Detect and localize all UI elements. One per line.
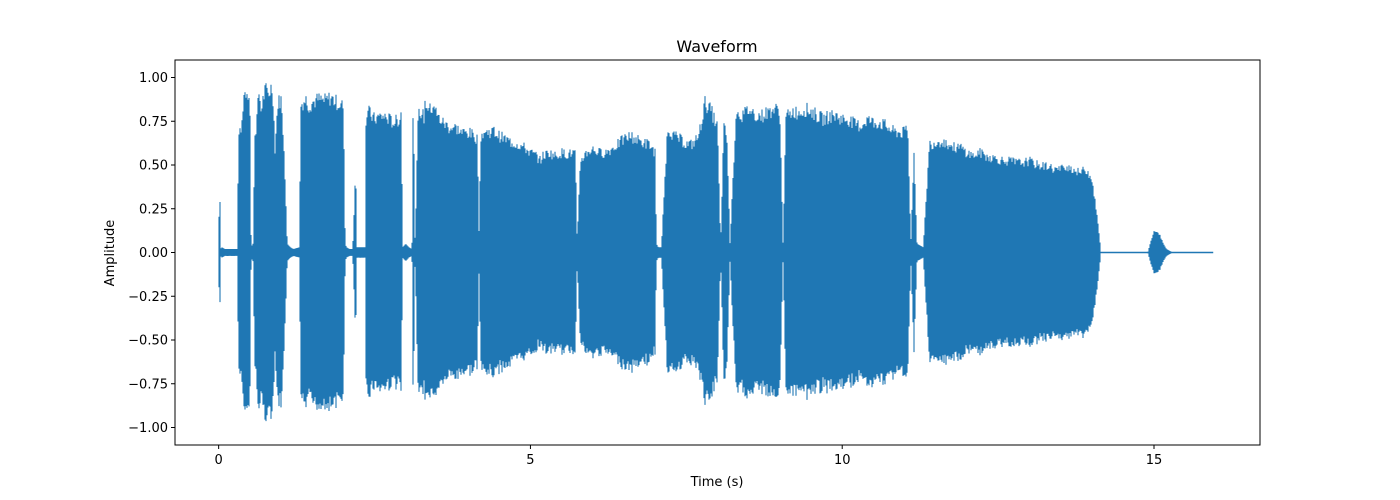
- chart-title: Waveform: [676, 37, 757, 56]
- x-tick-label: 0: [215, 453, 223, 468]
- x-axis-ticks: 0 5 10 15: [215, 445, 1163, 468]
- y-tick-label: −0.50: [128, 334, 168, 349]
- y-tick-label: 0.00: [139, 246, 168, 261]
- x-tick-label: 15: [1146, 453, 1163, 468]
- y-tick-label: 0.25: [139, 202, 168, 217]
- waveform-series: [218, 83, 1173, 422]
- y-tick-label: 0.75: [139, 115, 168, 130]
- y-tick-label: 0.50: [139, 159, 168, 174]
- x-tick-label: 5: [526, 453, 534, 468]
- plot-area: [174, 59, 1261, 446]
- y-tick-label: −0.75: [128, 377, 168, 392]
- y-axis-ticks: 1.00 0.75 0.50 0.25 0.00 −0.25 −0.50 −0.75 −1.00: [128, 71, 175, 436]
- series-layer: [218, 83, 1214, 422]
- x-axis-label: Time (s): [690, 475, 744, 490]
- x-tick-label: 10: [834, 453, 851, 468]
- y-tick-label: 1.00: [139, 71, 168, 86]
- y-tick-label: −1.00: [128, 421, 168, 436]
- y-axis-label: Amplitude: [103, 220, 118, 287]
- y-tick-label: −0.25: [128, 290, 168, 305]
